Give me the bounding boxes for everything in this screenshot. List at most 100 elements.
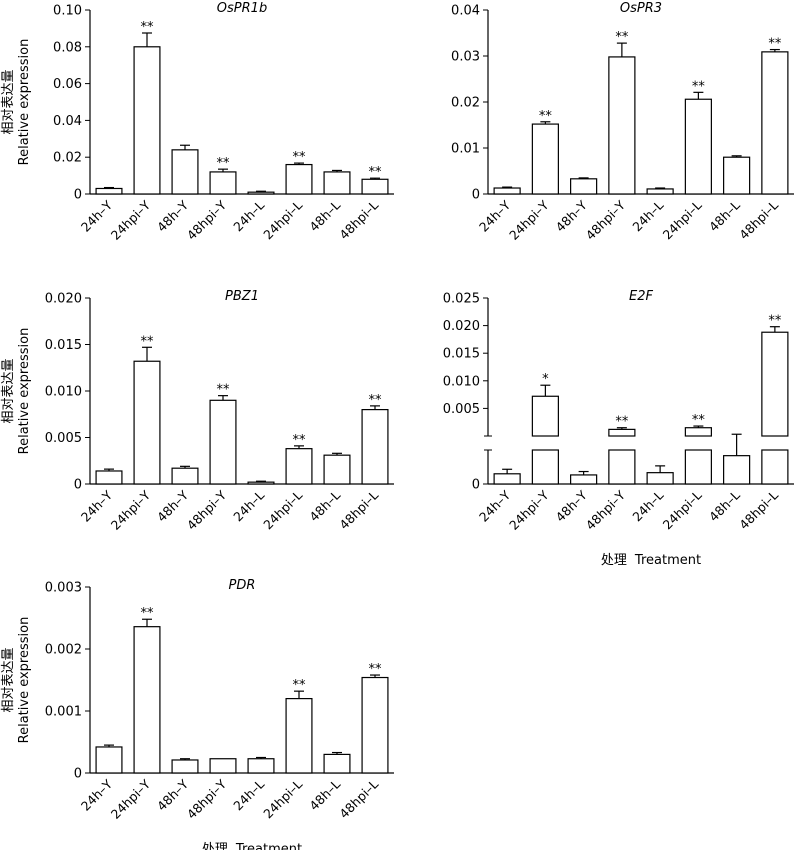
bar-7	[761, 331, 789, 437]
y-axis-label-cn: 相对表达量	[1, 358, 16, 423]
x-tick-label: 24h–L	[629, 197, 666, 234]
x-tick-label: 24hpi–L	[260, 776, 305, 821]
y-tick-label: 0.020	[443, 319, 480, 334]
x-tick-label: 48hpi–Y	[583, 487, 629, 533]
x-tick-label: 24h–L	[230, 776, 267, 813]
x-axis-label: 处理 Treatment	[202, 842, 302, 850]
bar-3	[209, 171, 237, 195]
chart-title: PDR	[229, 578, 256, 593]
bar-7	[361, 676, 389, 774]
significance-label: **	[369, 165, 383, 180]
x-tick-label: 24hpi–Y	[506, 487, 552, 533]
x-tick-label: 24hpi–L	[260, 487, 305, 532]
significance-label: **	[293, 678, 307, 693]
significance-label: **	[293, 150, 307, 165]
bar-lower-3	[608, 449, 636, 485]
bar-4	[646, 472, 674, 485]
bar-2	[171, 759, 199, 774]
significance-label: **	[369, 393, 383, 408]
x-tick-label: 48hpi–L	[336, 197, 381, 242]
bar-3	[608, 56, 636, 195]
y-tick-label: 0	[74, 767, 82, 782]
significance-label: **	[615, 415, 629, 430]
y-tick-label: 0	[74, 478, 82, 493]
bar-6	[723, 455, 751, 485]
significance-label: **	[615, 30, 629, 45]
significance-label: **	[692, 79, 706, 94]
y-tick-label: 0.020	[45, 292, 82, 307]
y-tick-label: 0.015	[45, 338, 82, 353]
bar-lower-1	[531, 449, 559, 485]
x-tick-label: 24hpi–L	[660, 197, 705, 242]
x-axis-label-en: Treatment	[235, 842, 302, 850]
y-tick-label: 0.010	[45, 385, 82, 400]
chart-title: OsPR3	[620, 1, 662, 16]
y-axis-label: Relative expression	[17, 617, 32, 744]
bar-4	[247, 481, 275, 485]
significance-label: **	[141, 334, 155, 349]
bar-0	[95, 746, 123, 774]
y-tick-label: 0.03	[451, 50, 480, 65]
y-tick-label: 0.010	[443, 374, 480, 389]
significance-label: **	[217, 156, 231, 171]
significance-label: **	[293, 433, 307, 448]
chart-title: OsPR1b	[217, 1, 267, 16]
bar-lower-7	[761, 449, 789, 485]
x-tick-label: 24hpi–Y	[108, 197, 154, 243]
x-tick-label: 24h–L	[230, 487, 267, 524]
x-tick-label: 48h–L	[706, 487, 743, 524]
chart-title: PBZ1	[225, 289, 259, 304]
y-tick-label: 0.025	[443, 292, 480, 307]
y-tick-label: 0.002	[45, 643, 82, 658]
chart-title: E2F	[629, 289, 653, 304]
y-tick-label: 0.10	[53, 4, 82, 19]
bar-0	[95, 187, 123, 195]
significance-label: **	[768, 314, 782, 329]
significance-label: **	[539, 109, 553, 124]
y-tick-label: 0.01	[451, 142, 480, 157]
bar-2	[570, 178, 598, 195]
bar-1	[531, 395, 559, 437]
x-tick-label: 48hpi–L	[336, 487, 381, 532]
x-axis-label-cn: 处理	[202, 842, 228, 850]
y-tick-label: 0.02	[53, 151, 82, 166]
x-axis-label-en: Treatment	[634, 553, 701, 568]
x-tick-label: 48h–L	[306, 197, 343, 234]
significance-label: **	[768, 37, 782, 52]
x-axis-label-cn: 处理	[601, 553, 627, 568]
x-tick-label: 24h–L	[230, 197, 267, 234]
bar-7	[761, 51, 789, 195]
y-tick-label: 0.003	[45, 581, 82, 596]
x-tick-label: 48hpi–Y	[583, 197, 629, 243]
x-tick-label: 48h–L	[706, 197, 743, 234]
y-tick-label: 0.005	[45, 431, 82, 446]
bar-3	[209, 758, 237, 774]
significance-label: *	[542, 372, 549, 387]
y-axis-label-cn: 相对表达量	[1, 647, 16, 712]
y-tick-label: 0.04	[451, 4, 480, 19]
x-tick-label: 48h–L	[306, 776, 343, 813]
y-tick-label: 0.04	[53, 114, 82, 129]
bar-4	[646, 188, 674, 195]
x-tick-label: 48h–L	[306, 487, 343, 524]
y-tick-label: 0.001	[45, 705, 82, 720]
x-tick-label: 48hpi–L	[736, 487, 781, 532]
x-tick-label: 24hpi–L	[660, 487, 705, 532]
bar-4	[247, 191, 275, 195]
y-tick-label: 0	[74, 188, 82, 203]
x-tick-label: 24hpi–Y	[506, 197, 552, 243]
bar-5	[285, 448, 313, 485]
bar-7	[361, 409, 389, 485]
x-tick-label: 48hpi–L	[336, 776, 381, 821]
bar-1	[531, 123, 559, 195]
bar-6	[723, 156, 751, 195]
y-tick-label: 0.005	[443, 402, 480, 417]
y-tick-label: 0.08	[53, 40, 82, 55]
bar-0	[493, 187, 521, 195]
bar-2	[570, 474, 598, 485]
